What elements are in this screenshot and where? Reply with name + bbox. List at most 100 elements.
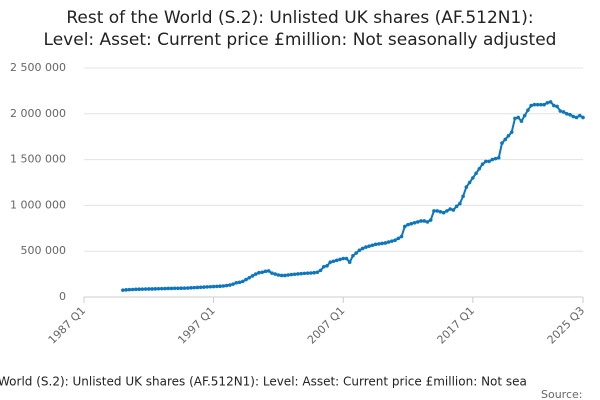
data-point — [283, 273, 287, 278]
data-point — [360, 246, 365, 251]
x-axis-title: World (S.2): Unlisted UK shares (AF.512N… — [0, 375, 527, 389]
data-point — [535, 102, 540, 107]
data-point — [260, 270, 265, 275]
data-point — [367, 244, 371, 248]
data-point — [240, 279, 245, 284]
data-point — [312, 270, 316, 275]
data-point — [477, 166, 482, 171]
data-point — [402, 224, 407, 229]
data-point — [221, 284, 226, 288]
y-tick-label: 2 000 000 — [10, 107, 66, 120]
data-point — [253, 272, 258, 276]
data-point — [467, 180, 472, 185]
data-point — [341, 256, 346, 261]
data-point — [409, 221, 414, 226]
data-point — [441, 210, 446, 215]
data-point — [529, 103, 533, 108]
data-point — [325, 264, 329, 268]
data-point — [480, 162, 485, 166]
data-point — [279, 273, 284, 278]
data-point — [172, 286, 177, 291]
data-point — [134, 287, 138, 292]
data-point — [176, 286, 180, 291]
data-point — [548, 100, 553, 104]
data-point — [380, 241, 384, 246]
data-point — [266, 269, 271, 273]
data-point — [539, 102, 543, 107]
data-point — [211, 284, 216, 289]
data-point — [461, 194, 465, 199]
data-point — [513, 116, 517, 121]
data-point — [516, 115, 520, 120]
data-point — [344, 256, 349, 261]
data-point — [458, 201, 462, 206]
data-point — [552, 103, 556, 108]
data-point — [286, 273, 290, 277]
x-tick-label: 1997 Q1 — [175, 304, 218, 347]
data-point — [438, 210, 443, 214]
data-point — [490, 157, 495, 162]
data-point — [555, 104, 559, 109]
data-point — [419, 219, 423, 223]
data-point — [208, 284, 213, 289]
data-point — [270, 271, 274, 275]
source: Source: — [541, 388, 583, 400]
y-tick-label: 1 000 000 — [10, 198, 66, 211]
data-point — [493, 156, 498, 161]
data-point — [250, 274, 255, 278]
data-point — [415, 220, 420, 224]
data-point — [147, 287, 151, 291]
y-tick-label: 2 500 000 — [10, 61, 66, 74]
y-tick-label: 0 — [59, 290, 66, 303]
data-point — [137, 287, 141, 292]
data-point — [568, 112, 572, 117]
data-point — [247, 275, 252, 280]
data-point — [393, 238, 397, 243]
data-point — [315, 270, 320, 275]
data-point — [189, 286, 193, 290]
data-point — [166, 286, 171, 291]
data-point — [406, 222, 410, 227]
data-point — [215, 284, 219, 289]
data-point — [205, 285, 209, 289]
data-point — [257, 270, 261, 275]
data-point — [156, 286, 161, 291]
data-point — [351, 253, 355, 258]
data-point — [130, 287, 135, 292]
data-point — [500, 141, 504, 145]
data-point — [231, 282, 235, 286]
data-line — [122, 100, 584, 292]
data-point — [370, 243, 375, 248]
data-point — [471, 176, 475, 180]
data-point — [464, 185, 469, 189]
data-point — [140, 287, 145, 291]
data-point — [373, 242, 378, 247]
data-point — [273, 272, 277, 276]
data-point — [399, 234, 404, 239]
data-point — [218, 284, 222, 288]
data-point — [296, 272, 300, 276]
data-point — [202, 285, 206, 289]
data-point — [289, 272, 294, 277]
data-point — [244, 277, 248, 282]
chart-title: Rest of the World (S.2): Unlisted UK sha… — [66, 8, 533, 28]
data-point — [153, 287, 158, 291]
data-point — [179, 286, 184, 291]
data-point — [334, 258, 339, 263]
x-tick-label: 2025 Q3 — [545, 304, 588, 347]
data-point — [383, 241, 388, 245]
data-point — [150, 287, 154, 291]
data-point — [561, 110, 566, 114]
data-point — [422, 219, 427, 223]
data-point — [195, 285, 200, 290]
data-point — [487, 159, 491, 164]
data-point — [169, 286, 174, 291]
data-point — [347, 260, 352, 264]
data-point — [321, 264, 326, 269]
data-point — [483, 159, 488, 164]
data-point — [432, 209, 436, 213]
data-point — [159, 286, 164, 291]
data-point — [163, 286, 167, 291]
data-point — [302, 271, 307, 276]
data-point — [364, 245, 368, 249]
